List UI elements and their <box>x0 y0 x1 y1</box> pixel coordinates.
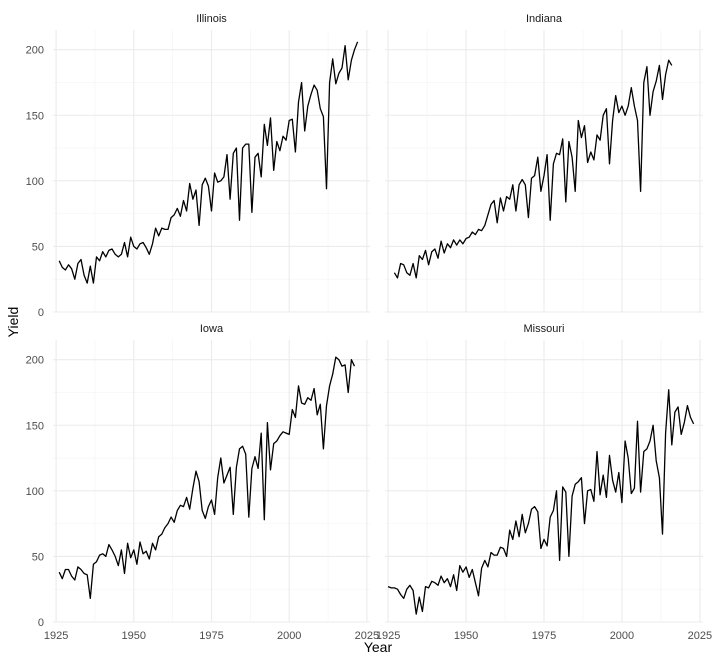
y-tick-label: 0 <box>38 307 44 319</box>
x-tick-label: 1950 <box>454 630 478 642</box>
y-tick-label: 50 <box>32 241 44 253</box>
y-tick-label: 100 <box>26 486 44 498</box>
y-tick-label: 0 <box>38 617 44 629</box>
x-tick-label: 1975 <box>532 630 556 642</box>
series-line-indiana <box>393 59 673 279</box>
panel-indiana: Indiana <box>385 13 703 313</box>
y-tick-label: 100 <box>26 176 44 188</box>
x-tick-label: 1925 <box>376 630 400 642</box>
x-axis-title: Year <box>364 639 393 655</box>
x-tick-label: 1925 <box>44 630 68 642</box>
y-tick-label: 50 <box>32 551 44 563</box>
facet-label-missouri: Missouri <box>524 323 565 335</box>
panel-missouri: Missouri 1925 1950 1975 2000 2025 <box>376 323 712 642</box>
y-tick-label: 200 <box>26 45 44 57</box>
panels-layer: Illinois 0 50 100 150 200 Indiana Iowa 0 50 100 150… <box>26 13 712 642</box>
x-tick-label: 1950 <box>122 630 146 642</box>
panel-iowa: Iowa 0 50 100 150 200 1925 1950 1975 2000 2025 <box>26 323 379 642</box>
series-line-missouri <box>387 389 695 615</box>
y-tick-label: 200 <box>26 355 44 367</box>
facet-label-iowa: Iowa <box>200 323 224 335</box>
x-tick-label: 2000 <box>277 630 301 642</box>
series-line-illinois <box>58 41 359 284</box>
facet-label-illinois: Illinois <box>196 13 227 25</box>
y-tick-label: 150 <box>26 110 44 122</box>
x-tick-label: 2000 <box>610 630 634 642</box>
y-axis-title: Yield <box>5 307 21 338</box>
panel-illinois: Illinois 0 50 100 150 200 <box>26 13 370 319</box>
series-line-iowa <box>58 356 356 600</box>
x-tick-label: 2025 <box>688 630 712 642</box>
x-tick-label: 1975 <box>199 630 223 642</box>
facet-label-indiana: Indiana <box>526 13 563 25</box>
y-tick-label: 150 <box>26 420 44 432</box>
x-tick-label: 2025 <box>355 630 379 642</box>
